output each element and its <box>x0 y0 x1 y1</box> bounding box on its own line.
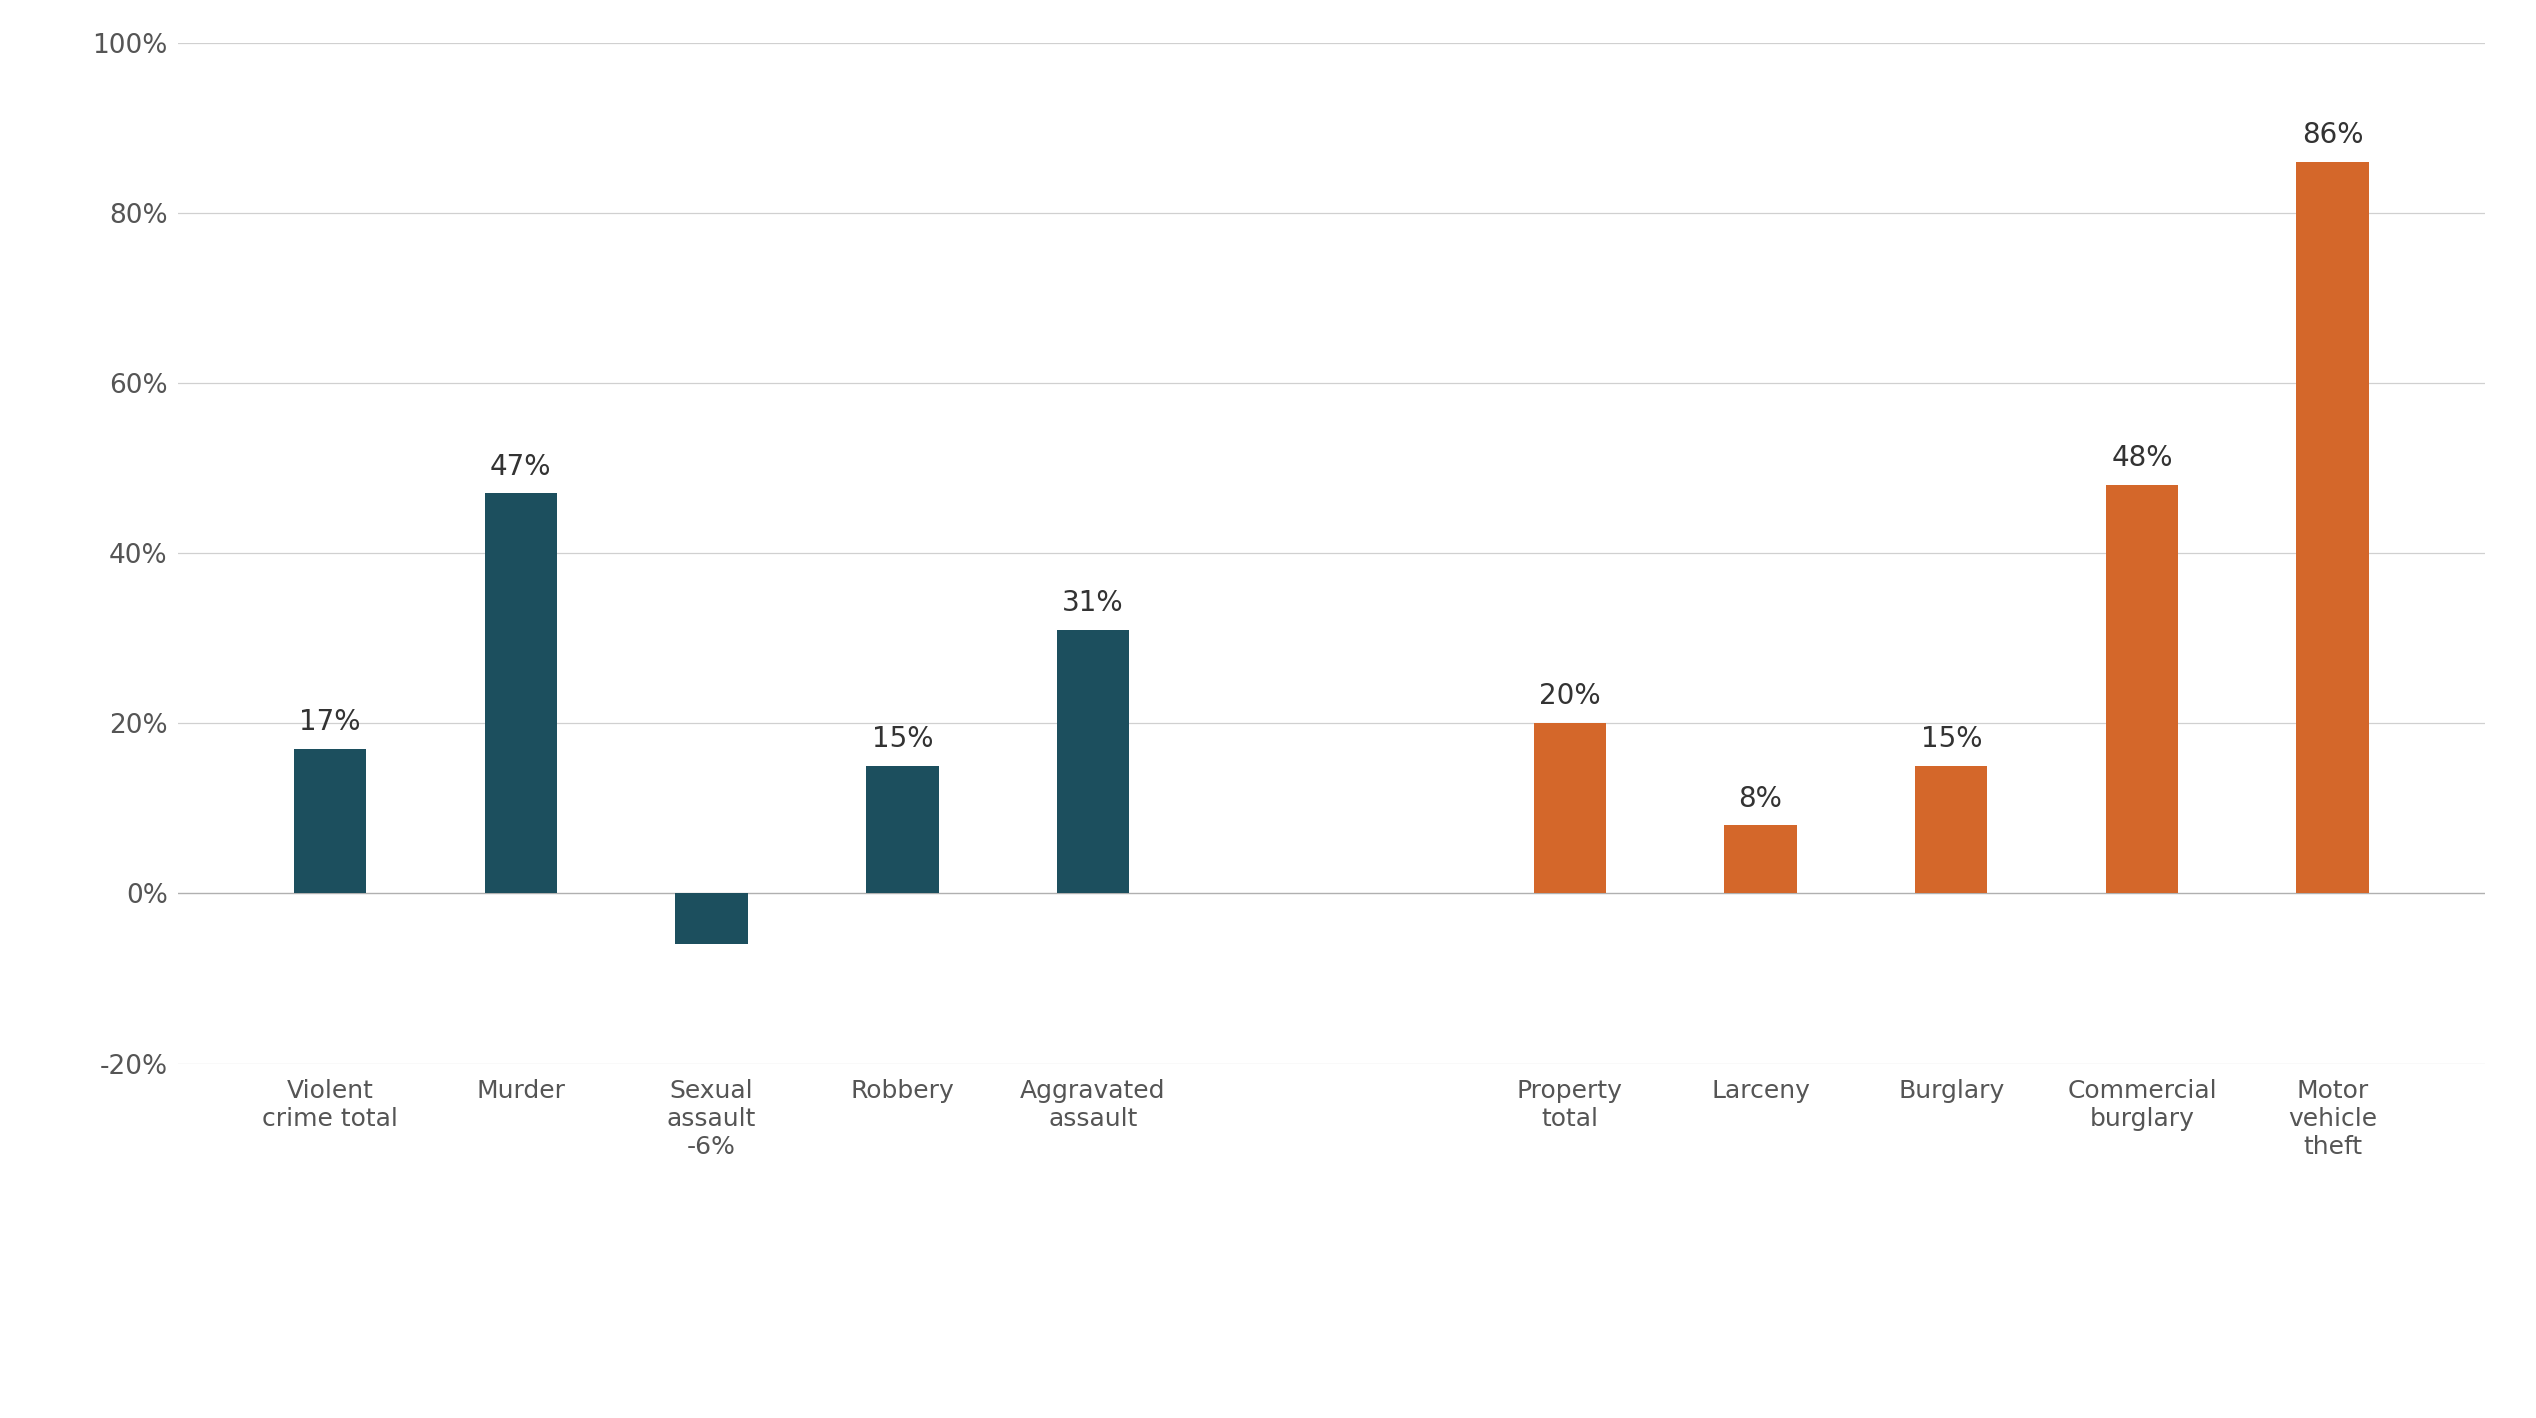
Text: 15%: 15% <box>872 725 933 753</box>
Bar <box>2298 162 2369 893</box>
Bar <box>1058 630 1129 893</box>
Bar <box>1724 825 1798 893</box>
Bar <box>294 749 365 893</box>
Bar <box>484 493 558 893</box>
Bar <box>865 766 938 893</box>
Text: 17%: 17% <box>299 708 360 736</box>
Text: 31%: 31% <box>1063 588 1123 617</box>
Text: 86%: 86% <box>2303 121 2364 149</box>
Bar <box>2105 485 2178 893</box>
Text: 20%: 20% <box>1539 682 1600 710</box>
Bar <box>1915 766 1988 893</box>
Bar <box>675 893 748 944</box>
Text: 8%: 8% <box>1740 784 1783 813</box>
Bar <box>1534 723 1605 893</box>
Text: 48%: 48% <box>2112 444 2173 472</box>
Text: 47%: 47% <box>489 452 550 481</box>
Text: 15%: 15% <box>1920 725 1983 753</box>
